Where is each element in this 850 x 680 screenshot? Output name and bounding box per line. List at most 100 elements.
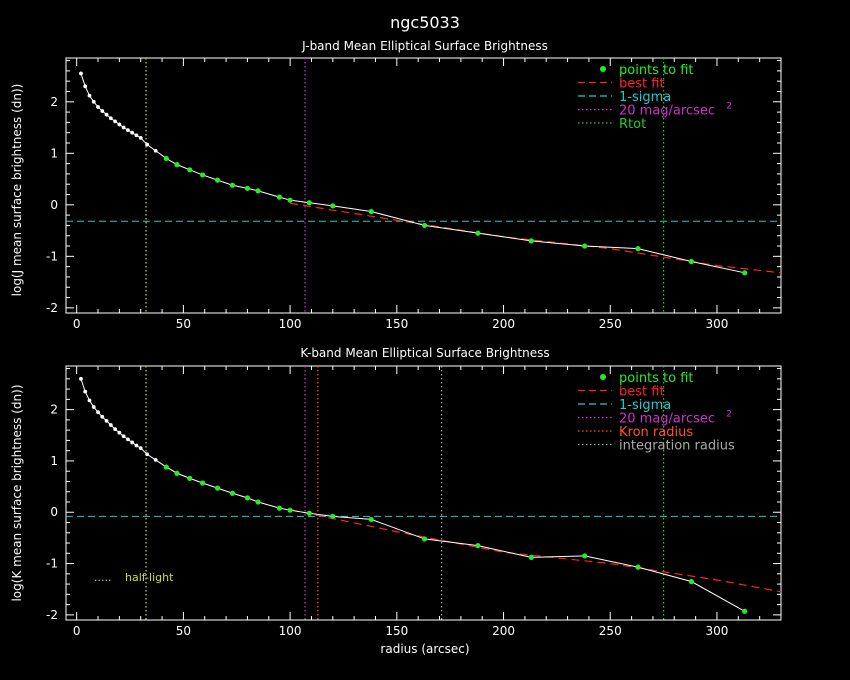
fit-point <box>688 578 694 585</box>
profile-point <box>153 148 158 153</box>
legend-label: best fit <box>619 77 665 92</box>
fit-point <box>306 510 312 516</box>
profile-point <box>121 434 126 439</box>
profile-point <box>125 128 130 133</box>
profile-point <box>134 133 139 138</box>
fit-point <box>421 222 428 229</box>
legend-label: 1-sigma <box>619 398 671 413</box>
fit-point <box>635 564 641 570</box>
profile-point <box>113 119 117 124</box>
fit-point <box>255 188 261 194</box>
fit-point <box>276 505 283 511</box>
fit-point <box>214 485 221 491</box>
profile-point <box>108 423 113 427</box>
x-tick-label: 250 <box>599 317 622 331</box>
fit-point <box>475 230 481 236</box>
profile-point <box>79 376 83 381</box>
fit-point <box>330 513 336 519</box>
fit-point <box>174 470 180 476</box>
y-tick-label: -2 <box>46 608 58 622</box>
legend-label: Rtot <box>619 117 646 132</box>
profile-point <box>83 84 88 89</box>
legend-marker <box>600 374 606 380</box>
fit-point <box>244 495 251 501</box>
figure-title: ngc5033 <box>390 13 460 32</box>
x-tick-label: 200 <box>492 317 515 331</box>
x-tick-label: 200 <box>492 624 515 638</box>
profile-point <box>100 109 105 113</box>
x-tick-label: 50 <box>176 624 191 638</box>
fit-point <box>582 243 588 249</box>
profile-point <box>130 130 135 135</box>
j-band-title: J-band Mean Elliptical Surface Brightnes… <box>301 39 548 53</box>
profile-point <box>87 398 92 403</box>
fit-point <box>330 203 336 209</box>
fit-point <box>187 167 193 173</box>
legend-label: 20 mag/arcsec <box>619 104 715 119</box>
k-band-title: K-band Mean Elliptical Surface Brightnes… <box>300 346 549 360</box>
profile-point <box>117 122 122 127</box>
profile-point <box>96 410 100 415</box>
x-tick-label: 100 <box>279 624 302 638</box>
best-fit-line <box>289 509 782 593</box>
legend-label: 1-sigma <box>619 90 671 105</box>
legend-superscript: 2 <box>726 102 732 112</box>
fit-point <box>163 464 169 470</box>
profile-point <box>153 458 158 462</box>
k-band-panel: 0 50 100 150 200 250 300 -2 -1 0 1 2 points to fitbe… <box>46 365 782 638</box>
x-tick-label: 50 <box>176 317 191 331</box>
fit-point <box>528 554 534 560</box>
x-tick-label: 0 <box>73 624 81 638</box>
profile-point <box>104 419 109 423</box>
fit-point <box>475 542 481 549</box>
profile-point <box>138 135 143 140</box>
x-tick-label: 150 <box>385 317 408 331</box>
profile-point <box>130 440 135 445</box>
profile-point <box>117 430 122 435</box>
profile-point <box>121 125 126 130</box>
y-tick-label: -2 <box>46 301 58 315</box>
plot-frame <box>65 365 782 621</box>
profile-point <box>138 446 143 451</box>
profile-point <box>91 99 96 104</box>
profile-point <box>145 452 150 457</box>
fit-point <box>306 200 312 206</box>
fit-point <box>635 246 641 252</box>
profile-point <box>108 116 113 121</box>
fit-point <box>421 536 428 542</box>
profile-point <box>96 105 100 109</box>
fit-point <box>163 155 169 162</box>
y-tick-label: 1 <box>50 454 58 468</box>
fit-point <box>255 499 261 505</box>
fit-point <box>244 185 251 191</box>
profile-point <box>125 437 130 442</box>
x-tick-label: 0 <box>73 317 81 331</box>
fit-point <box>199 480 206 486</box>
k-band-ylabel: log(K mean surface brightness (dn)) <box>10 384 24 601</box>
plot-frame <box>65 57 782 314</box>
best-fit-line <box>290 202 782 274</box>
fit-point <box>199 172 206 178</box>
fit-point <box>287 507 293 513</box>
legend-label: integration radius <box>619 439 735 454</box>
profile-point <box>87 93 92 98</box>
legend-label: Kron radius <box>619 425 693 440</box>
profile-point <box>145 142 150 147</box>
y-tick-label: 1 <box>50 146 58 160</box>
x-tick-label: 100 <box>279 317 302 331</box>
legend-label: points to fit <box>619 371 694 386</box>
fit-point <box>528 238 534 244</box>
fit-point <box>229 182 236 188</box>
half-light-marker: ..... <box>94 571 111 584</box>
x-tick-label: 250 <box>599 624 622 638</box>
profile-point <box>91 405 96 409</box>
fit-point <box>229 490 236 496</box>
legend-label: 20 mag/arcsec <box>619 412 715 427</box>
fit-point <box>276 194 283 200</box>
legend-superscript: 2 <box>726 410 732 420</box>
j-band-panel: 0 50 100 150 200 250 300 -2 -1 0 1 2 points to fitbe… <box>46 57 782 331</box>
fit-point <box>174 162 180 168</box>
y-tick-label: 2 <box>50 403 58 417</box>
profile-point <box>104 112 109 117</box>
